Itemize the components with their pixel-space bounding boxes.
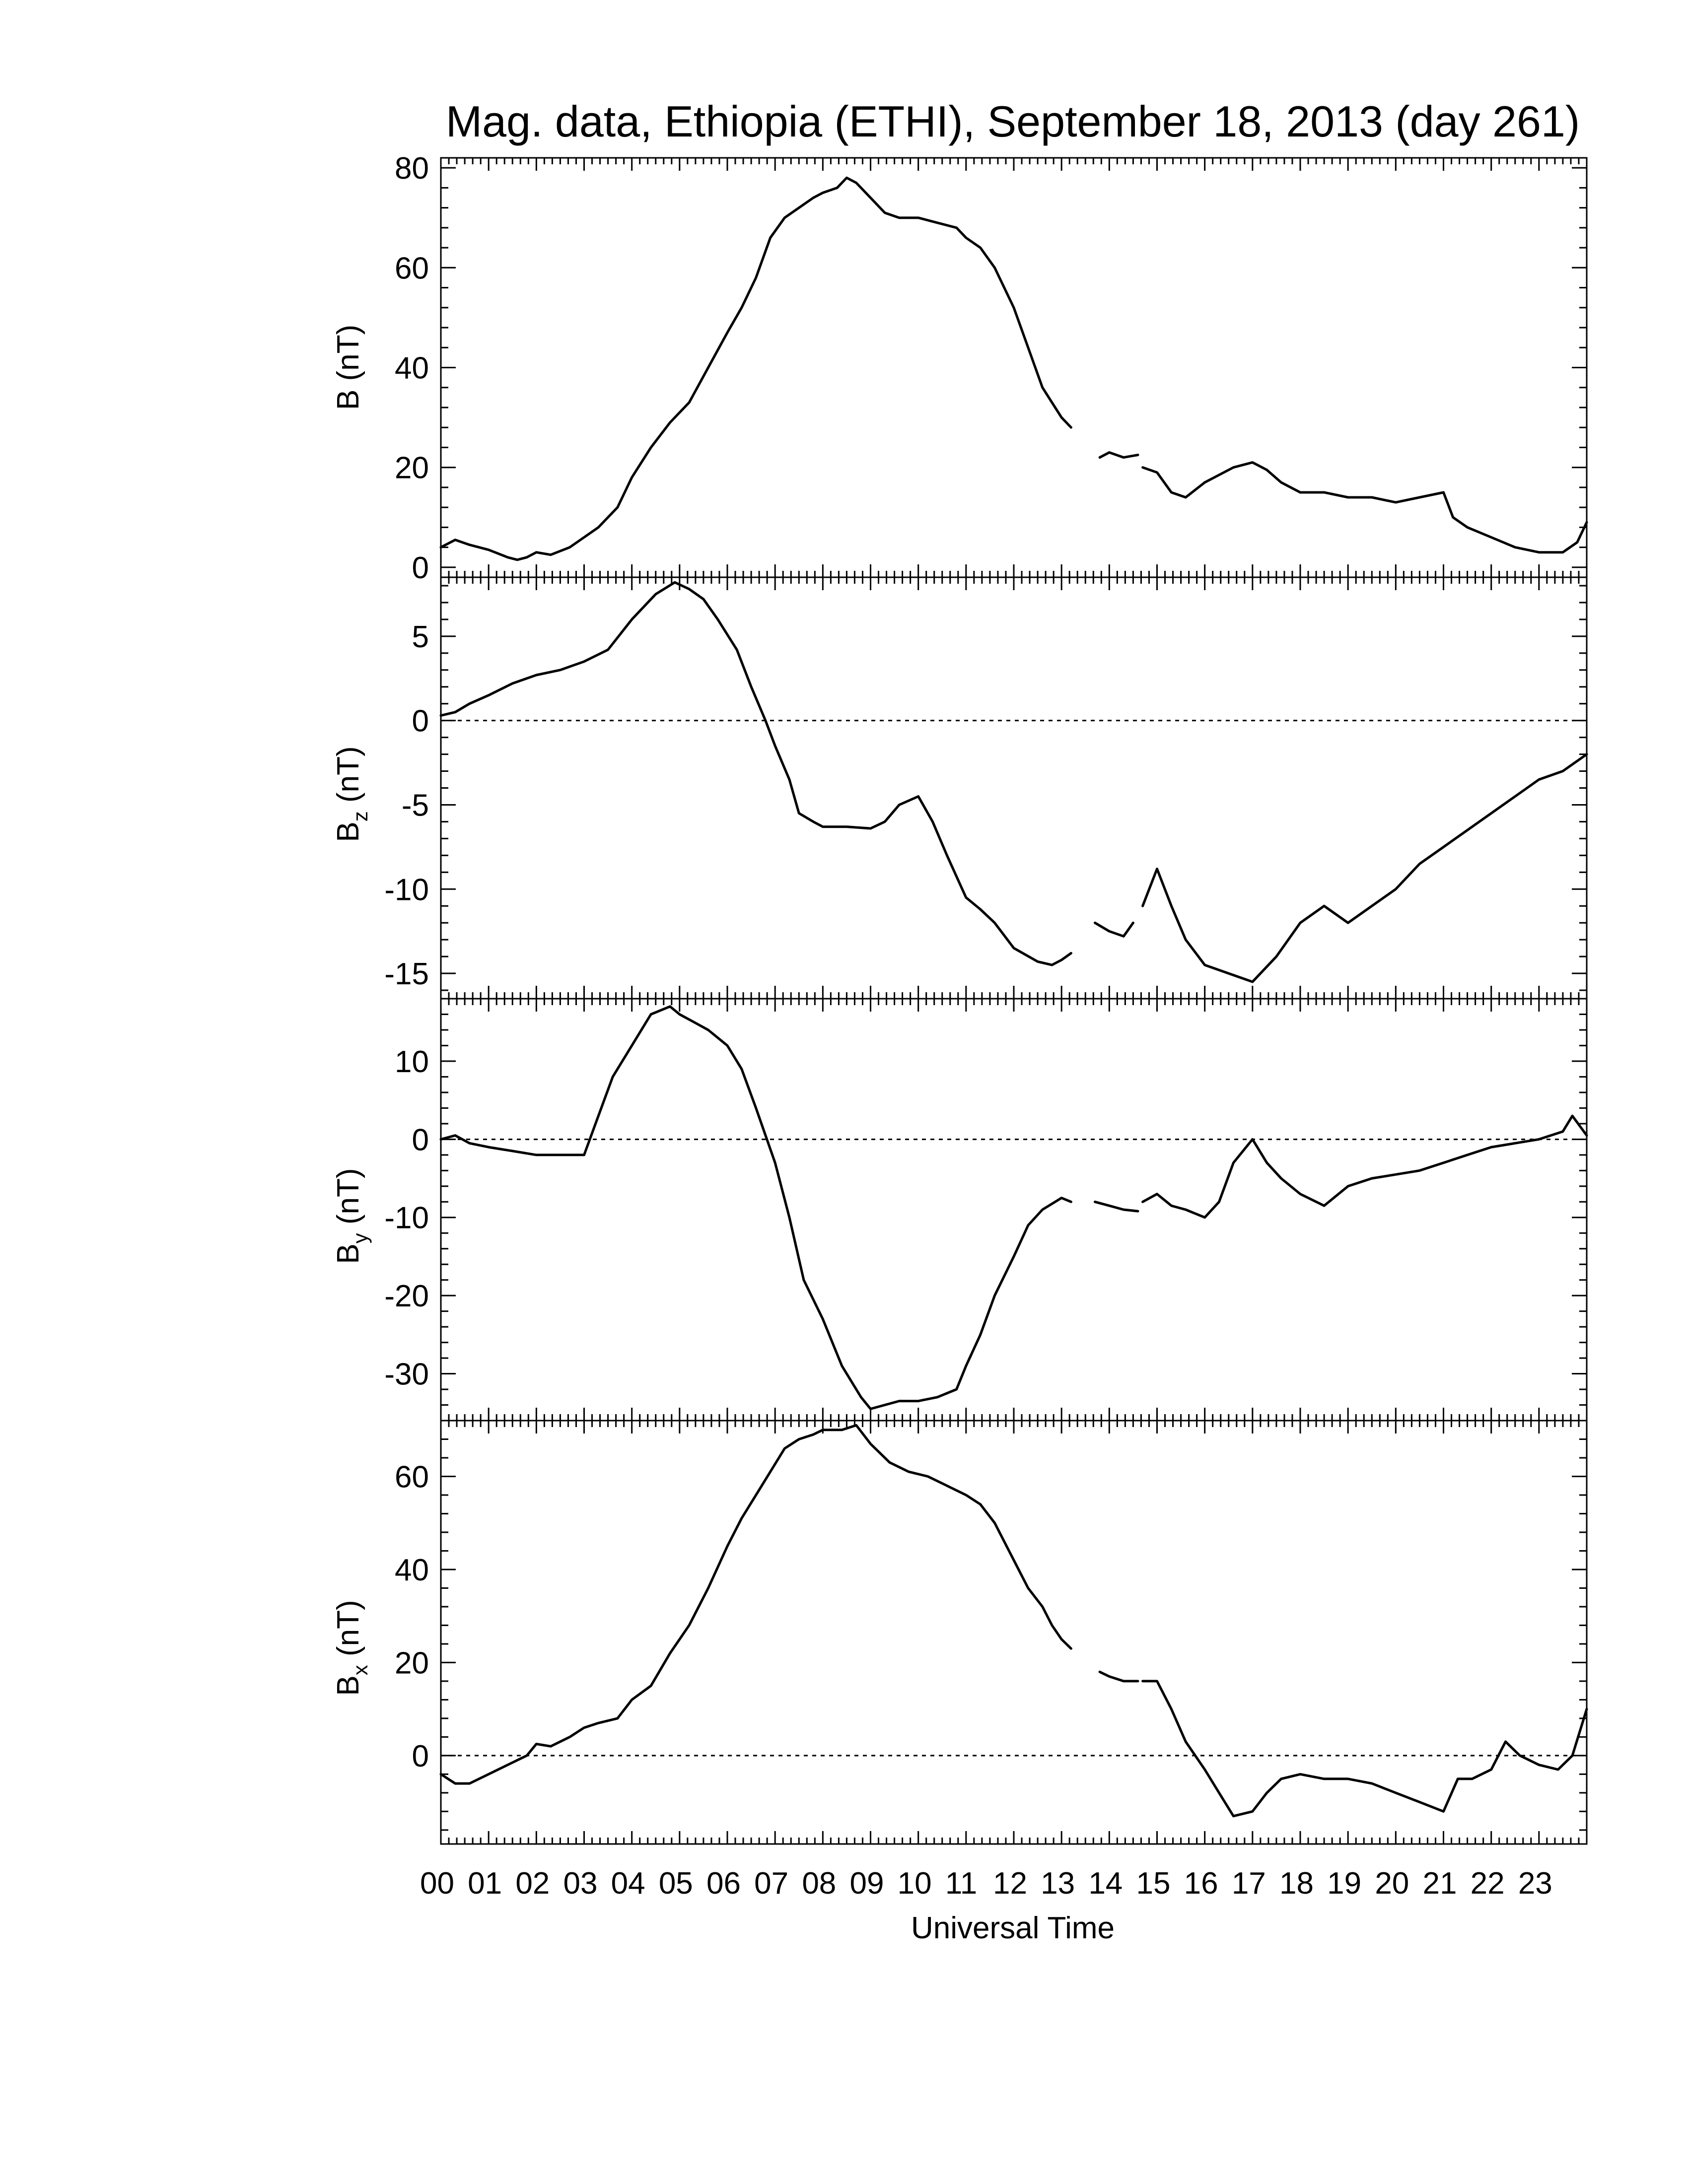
x-tick-label: 16: [1184, 1866, 1218, 1901]
chart-title: Mag. data, Ethiopia (ETHI), September 18…: [446, 97, 1580, 146]
panel-Bz: -15 -10 -5 0 5: [384, 576, 1588, 1000]
panel-frame-By: [440, 998, 1588, 1422]
series-B-segment-1: [1098, 451, 1139, 459]
series-By-segment-1: [1094, 1200, 1139, 1213]
x-tick-label: 02: [515, 1866, 550, 1901]
y-tick-label-B: 80: [395, 151, 429, 186]
series-B-segment-2: [1141, 461, 1588, 554]
panel-By: -30 -20 -10 0 10: [384, 998, 1588, 1422]
x-tick-label: 05: [659, 1866, 693, 1901]
series-Bx-segment-2: [1141, 1680, 1588, 1818]
y-tick-label-B: 20: [395, 451, 429, 485]
y-tick-label-By: 10: [395, 1045, 429, 1079]
x-tick-label: 07: [754, 1866, 788, 1901]
panel-frame-Bz: [440, 576, 1588, 1000]
y-tick-label-By: -20: [384, 1279, 429, 1313]
series-B-segment-0: [439, 176, 1072, 561]
x-tick-label: 11: [945, 1866, 977, 1901]
x-tick-label: 22: [1471, 1866, 1505, 1901]
x-tick-label: 01: [468, 1866, 502, 1901]
y-tick-label-Bz: 5: [412, 620, 429, 654]
x-tick-label: 08: [802, 1866, 836, 1901]
panel-Bx: 0 20 40 60: [395, 1420, 1588, 1845]
x-tick-label: 18: [1279, 1866, 1314, 1901]
y-tick-label-By: -10: [384, 1201, 429, 1235]
series-By-segment-0: [439, 1005, 1072, 1410]
series-Bz-segment-0: [439, 581, 1072, 966]
x-tick-label: 23: [1518, 1866, 1552, 1901]
x-tick-label: 21: [1423, 1866, 1457, 1901]
y-tick-label-By: 0: [412, 1123, 429, 1157]
x-tick-label: 03: [563, 1866, 598, 1901]
x-tick-label: 14: [1088, 1866, 1123, 1901]
y-tick-label-B: 0: [412, 551, 429, 585]
x-tick-labels: 00 01 02 03 04 05 06 07 08 09 10 11 12 13 14 15 16 17 18 19…: [420, 1866, 1552, 1901]
ylabel-By: By (nT): [331, 1168, 372, 1264]
ylabel-Bx: Bx (nT): [331, 1600, 372, 1696]
series-Bx-segment-0: [439, 1424, 1072, 1785]
ylabel-Bz: Bz (nT): [331, 746, 372, 842]
y-tick-label-Bx: 60: [395, 1460, 429, 1494]
y-tick-label-Bx: 20: [395, 1646, 429, 1680]
series-Bz-segment-2: [1141, 753, 1588, 983]
y-tick-label-Bx: 40: [395, 1553, 429, 1587]
y-tick-label-B: 60: [395, 251, 429, 285]
y-tick-label-Bx: 0: [412, 1739, 429, 1774]
x-tick-label: 19: [1327, 1866, 1361, 1901]
panel-B: 0 20 40 60 80: [395, 151, 1588, 585]
y-tick-label-Bz: -10: [384, 873, 429, 907]
y-tick-label-Bz: 0: [412, 704, 429, 739]
ylabel-B: B (nT): [331, 325, 365, 410]
series-Bz-segment-1: [1094, 921, 1134, 938]
y-tick-label-Bz: -15: [384, 957, 429, 991]
x-tick-label: 12: [993, 1866, 1027, 1901]
panel-frame-B: [440, 157, 1588, 578]
x-axis-label: Universal Time: [911, 1911, 1115, 1945]
x-tick-label: 15: [1136, 1866, 1171, 1901]
series-By-segment-2: [1141, 1114, 1588, 1219]
x-tick-label: 04: [611, 1866, 645, 1901]
panel-frame-Bx: [440, 1420, 1588, 1845]
x-tick-label: 00: [420, 1866, 454, 1901]
x-tick-label: 17: [1232, 1866, 1266, 1901]
x-tick-label: 10: [898, 1866, 932, 1901]
x-tick-label: 09: [850, 1866, 884, 1901]
y-tick-label-By: -30: [384, 1358, 429, 1392]
series-Bx-segment-1: [1098, 1670, 1139, 1683]
x-tick-label: 13: [1041, 1866, 1075, 1901]
y-tick-label-B: 40: [395, 351, 429, 386]
x-tick-label: 20: [1375, 1866, 1409, 1901]
x-tick-label: 06: [706, 1866, 741, 1901]
y-tick-label-Bz: -5: [402, 788, 429, 822]
